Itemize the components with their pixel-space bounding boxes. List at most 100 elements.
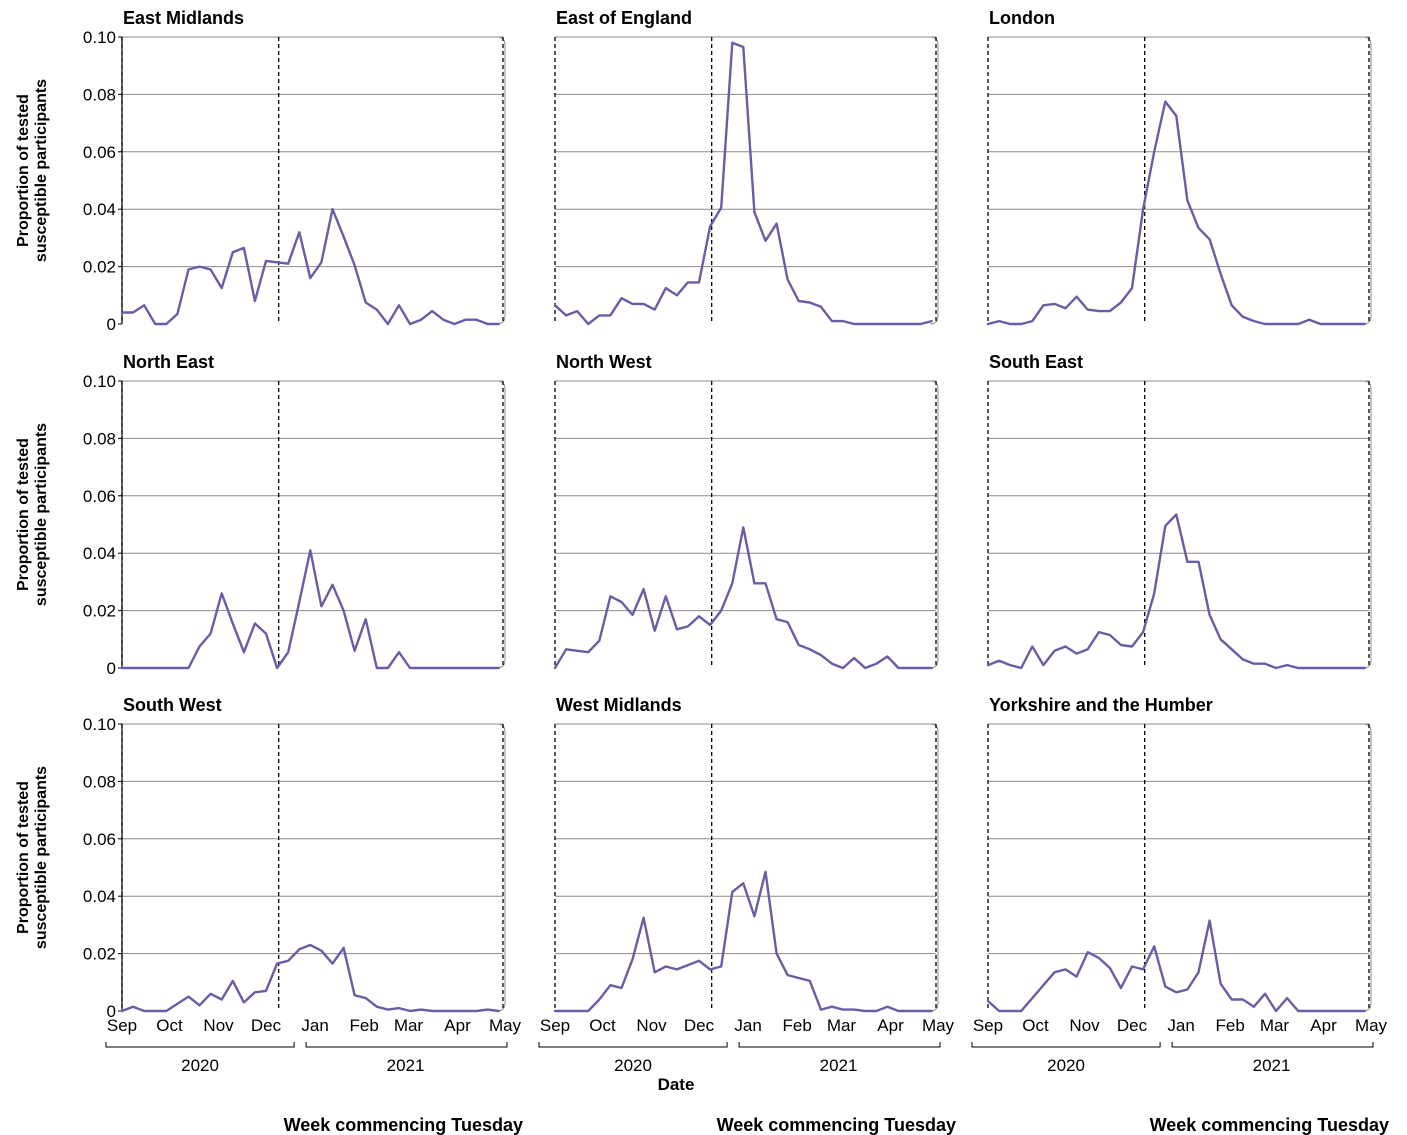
y-tick-label: 0.10 <box>83 372 116 391</box>
panel-title: South West <box>123 695 222 715</box>
y-tick-label: 0 <box>107 659 116 678</box>
x-tick-label: Oct <box>156 1016 183 1035</box>
panel-border <box>496 36 506 325</box>
x-tick-label: Apr <box>877 1016 904 1035</box>
x-tick-label: Apr <box>1310 1016 1337 1035</box>
x-tick-label: Feb <box>349 1016 378 1035</box>
panel-west-midlands: West Midlands Sep Oct Nov Dec Jan Feb Mar Apr May… <box>538 695 956 1135</box>
y-axis-label: Proportion of tested susceptible particip… <box>15 79 50 262</box>
series-line <box>553 526 933 670</box>
y-axis-label-line1: Proportion of tested <box>15 94 32 247</box>
x-tick-label: Feb <box>782 1016 811 1035</box>
week-commencing-label: Week commencing Tuesday <box>284 1115 523 1135</box>
panel-border <box>929 380 939 669</box>
panel-border <box>496 380 506 669</box>
x-tick-label: Oct <box>1022 1016 1049 1035</box>
series-line <box>120 207 500 326</box>
panel-title: North East <box>123 352 214 372</box>
x-tick-label: May <box>489 1016 522 1035</box>
year-bracket <box>538 1042 728 1048</box>
panel-border <box>1362 380 1372 669</box>
x-tick-label: Mar <box>827 1016 857 1035</box>
panel-south-east: South East <box>986 352 1372 670</box>
x-tick-label: Dec <box>1117 1016 1148 1035</box>
x-tick-label: Sep <box>540 1016 570 1035</box>
year-label: 2021 <box>820 1056 858 1075</box>
x-tick-label: Dec <box>684 1016 715 1035</box>
year-label: 2020 <box>614 1056 652 1075</box>
y-tick-label: 0 <box>107 1002 116 1021</box>
y-tick-label: 0.04 <box>83 544 116 563</box>
panel-border <box>929 36 939 325</box>
x-tick-label: Mar <box>394 1016 424 1035</box>
panel-title: West Midlands <box>556 695 682 715</box>
year-bracket <box>105 1042 295 1048</box>
y-axis-label-line1: Proportion of tested <box>15 781 32 934</box>
panel-border <box>1362 36 1372 325</box>
panel-east-midlands: 0 0.02 0.04 0.06 0.08 0.10 East Midlands Propor… <box>15 8 506 334</box>
panel-title: East Midlands <box>123 8 244 28</box>
panel-border <box>1362 723 1372 1012</box>
year-label: 2021 <box>1253 1056 1291 1075</box>
y-tick-label: 0.02 <box>83 258 116 277</box>
y-tick-label: 0.08 <box>83 85 116 104</box>
x-tick-label: Mar <box>1260 1016 1290 1035</box>
x-axis-label: Date <box>658 1075 695 1094</box>
series-line <box>553 870 933 1013</box>
panel-title: South East <box>989 352 1083 372</box>
year-bracket <box>971 1042 1161 1048</box>
x-tick-label: Apr <box>444 1016 471 1035</box>
panel-title: North West <box>556 352 652 372</box>
week-commencing-label: Week commencing Tuesday <box>717 1115 956 1135</box>
y-axis-label-line2: susceptible participants <box>33 423 50 606</box>
series-line <box>986 919 1366 1013</box>
panel-title: East of England <box>556 8 692 28</box>
y-tick-label: 0.02 <box>83 945 116 964</box>
year-bracket <box>305 1042 508 1048</box>
y-tick-label: 0.06 <box>83 143 116 162</box>
panel-yorkshire-and-the-humber: Yorkshire and the Humber Sep Oct Nov Dec Jan F… <box>971 695 1389 1135</box>
y-tick-label: 0.06 <box>83 487 116 506</box>
panel-title: London <box>989 8 1055 28</box>
year-bracket <box>1171 1042 1374 1048</box>
x-tick-label: Sep <box>973 1016 1003 1035</box>
year-label: 2021 <box>387 1056 425 1075</box>
series-line <box>120 943 500 1013</box>
y-tick-label: 0.04 <box>83 887 116 906</box>
y-tick-label: 0.08 <box>83 772 116 791</box>
series-line <box>553 41 933 326</box>
y-axis-label-line2: susceptible participants <box>33 766 50 949</box>
x-tick-label: Nov <box>203 1016 234 1035</box>
week-commencing-label: Week commencing Tuesday <box>1150 1115 1389 1135</box>
y-tick-label: 0.08 <box>83 429 116 448</box>
x-tick-label: Jan <box>1167 1016 1194 1035</box>
panel-border <box>929 723 939 1012</box>
y-tick-label: 0.02 <box>83 602 116 621</box>
panel-north-east: 0 0.02 0.04 0.06 0.08 0.10 North East Proportio… <box>15 352 506 678</box>
x-tick-label: Nov <box>636 1016 667 1035</box>
year-label: 2020 <box>1047 1056 1085 1075</box>
x-tick-label: Feb <box>1215 1016 1244 1035</box>
x-tick-label: Nov <box>1069 1016 1100 1035</box>
series-line <box>120 549 500 670</box>
y-tick-label: 0.10 <box>83 28 116 47</box>
y-axis-label-line1: Proportion of tested <box>15 438 32 591</box>
x-tick-label: Jan <box>734 1016 761 1035</box>
x-tick-label: Sep <box>107 1016 137 1035</box>
series-line <box>986 513 1366 670</box>
panel-south-west: 0 0.02 0.04 0.06 0.08 0.10 South West Sep Oct Nov… <box>15 695 523 1135</box>
y-tick-label: 0.04 <box>83 200 116 219</box>
panel-east-of-england: East of England <box>553 8 939 326</box>
year-label: 2020 <box>181 1056 219 1075</box>
y-tick-label: 0 <box>107 315 116 334</box>
y-tick-label: 0.10 <box>83 715 116 734</box>
y-tick-label: 0.06 <box>83 830 116 849</box>
y-axis-label: Proportion of tested susceptible particip… <box>15 423 50 606</box>
x-tick-label: Jan <box>301 1016 328 1035</box>
x-tick-label: May <box>922 1016 955 1035</box>
y-axis-label-line2: susceptible participants <box>33 79 50 262</box>
y-axis-label: Proportion of tested susceptible particip… <box>15 766 50 949</box>
panel-north-west: North West <box>553 352 939 670</box>
x-tick-label: Oct <box>589 1016 616 1035</box>
